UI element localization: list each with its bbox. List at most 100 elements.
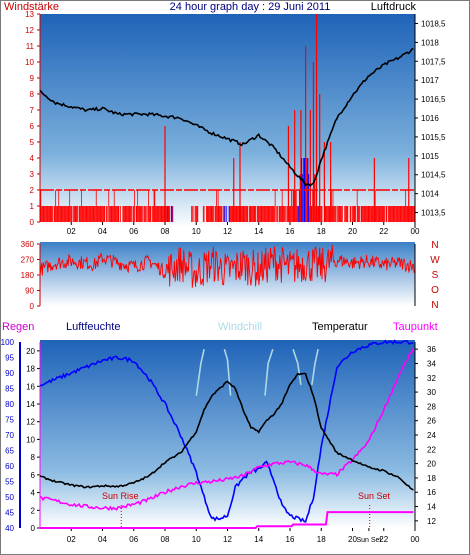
humidity-line [39, 339, 414, 523]
x-tick-label: 08 [161, 535, 170, 544]
x-tick-label: 12 [223, 535, 232, 544]
rain-tick-label: 18 [26, 365, 35, 374]
temperature-tick-label: 24 [427, 431, 436, 440]
rain-label: Regen [2, 321, 34, 333]
pressure-tick-label: 1018,5 [421, 19, 446, 28]
humidity-temp-plot-area [40, 340, 415, 528]
windchill-legend: Windchill [218, 321, 262, 333]
wind-tick-label: 8 [30, 90, 35, 99]
rain-tick-label: 4 [31, 489, 36, 498]
wind-tick-label: 2 [30, 186, 35, 195]
temperature-line [39, 372, 414, 491]
humidity-tick-label: 55 [5, 478, 14, 487]
x-tick-label: 10 [192, 227, 201, 236]
x-tick-label: 00 [411, 535, 420, 544]
x-tick-label: 06 [129, 227, 138, 236]
rain-tick-label: 14 [26, 400, 35, 409]
x-tick-label: 04 [98, 227, 107, 236]
humidity-tick-label: 70 [5, 431, 14, 440]
rain-tick-label: 10 [26, 435, 35, 444]
pressure-tick-label: 1017,5 [421, 57, 446, 66]
humidity-tick-label: 45 [5, 509, 14, 518]
windchill-line [195, 349, 205, 396]
wind-tick-label: 0 [30, 218, 35, 227]
pressure-tick-label: 1015,5 [421, 133, 446, 142]
pressure-line [39, 48, 414, 187]
x-tick-label: 20 [348, 535, 357, 544]
rain-line [40, 511, 414, 529]
x-tick-label: 20 [348, 227, 357, 236]
rain-tick-label: 20 [26, 347, 35, 356]
x-tick-label: 02 [67, 535, 76, 544]
temperature-legend: Temperatur [312, 321, 368, 333]
compass-label: N [431, 300, 438, 311]
sun-set-label: Sun Set [358, 491, 391, 501]
temperature-tick-label: 22 [427, 445, 436, 454]
rain-tick-label: 2 [31, 506, 36, 515]
temperature-tick-label: 28 [427, 402, 436, 411]
humidity-tick-label: 95 [5, 354, 14, 363]
pressure-tick-label: 1015 [421, 152, 439, 161]
windchill-line [264, 348, 274, 396]
direction-tick-label: 90 [25, 287, 34, 296]
sun-rise-label: Sun Rise [102, 491, 139, 501]
windchill-line [292, 348, 302, 386]
windchill-line [311, 349, 319, 386]
rain-tick-label: 0 [31, 524, 36, 533]
x-tick-label: 22 [379, 227, 388, 236]
x-tick-label: 18 [317, 535, 326, 544]
direction-tick-label: 270 [21, 256, 35, 265]
pressure-tick-label: 1013,5 [421, 209, 446, 218]
x-tick-label: 02 [67, 227, 76, 236]
x-tick-label: 18 [317, 227, 326, 236]
humidity-tick-label: 80 [5, 400, 14, 409]
compass-label: O [431, 285, 439, 296]
x-tick-label: 22 [379, 535, 388, 544]
compass-label: S [432, 270, 439, 281]
wind-tick-label: 1 [30, 202, 35, 211]
direction-tick-label: 0 [30, 302, 35, 311]
humidity-tick-label: 40 [5, 524, 14, 533]
temperature-tick-label: 20 [427, 460, 436, 469]
temperature-tick-label: 32 [427, 374, 436, 383]
temperature-tick-label: 36 [427, 345, 436, 354]
humidity-label: Luftfeuchte [66, 321, 120, 333]
x-tick-label: 12 [223, 227, 232, 236]
wind-tick-label: 6 [30, 122, 35, 131]
pressure-tick-label: 1017 [421, 76, 439, 85]
humidity-tick-label: 85 [5, 385, 14, 394]
pressure-tick-label: 1014,5 [421, 171, 446, 180]
rain-tick-label: 8 [31, 453, 36, 462]
wind-tick-label: 11 [26, 42, 35, 51]
wind-tick-label: 13 [25, 10, 34, 19]
temperature-tick-label: 34 [427, 359, 436, 368]
wind-tick-label: 4 [30, 154, 35, 163]
humidity-tick-label: 90 [5, 369, 14, 378]
x-tick-label: 06 [129, 535, 138, 544]
temperature-tick-label: 12 [427, 517, 436, 526]
humidity-tick-label: 75 [5, 416, 14, 425]
dewpoint-legend: Taupunkt [393, 321, 438, 333]
wind-tick-label: 12 [25, 26, 34, 35]
x-tick-label: 08 [161, 227, 170, 236]
humidity-tick-label: 100 [1, 338, 15, 347]
temperature-tick-label: 30 [427, 388, 436, 397]
wind-tick-label: 3 [30, 170, 35, 179]
wind-tick-label: 9 [30, 74, 35, 83]
temperature-tick-label: 18 [427, 474, 436, 483]
humidity-tick-label: 60 [5, 462, 14, 471]
pressure-tick-label: 1018 [421, 38, 439, 47]
chart-title: 24 hour graph day : 29 Juni 2011 [170, 1, 331, 13]
direction-tick-label: 360 [21, 240, 35, 249]
direction-tick-label: 180 [21, 271, 35, 280]
wind-tick-label: 10 [25, 58, 34, 67]
pressure-tick-label: 1016,5 [421, 95, 446, 104]
wind-pressure-plot-area [40, 14, 415, 228]
pressure-tick-label: 1014 [421, 190, 439, 199]
x-tick-label: 14 [254, 535, 263, 544]
humidity-tick-label: 65 [5, 447, 14, 456]
temperature-tick-label: 26 [427, 417, 436, 426]
wind-tick-label: 5 [30, 138, 35, 147]
temperature-tick-label: 14 [427, 503, 436, 512]
